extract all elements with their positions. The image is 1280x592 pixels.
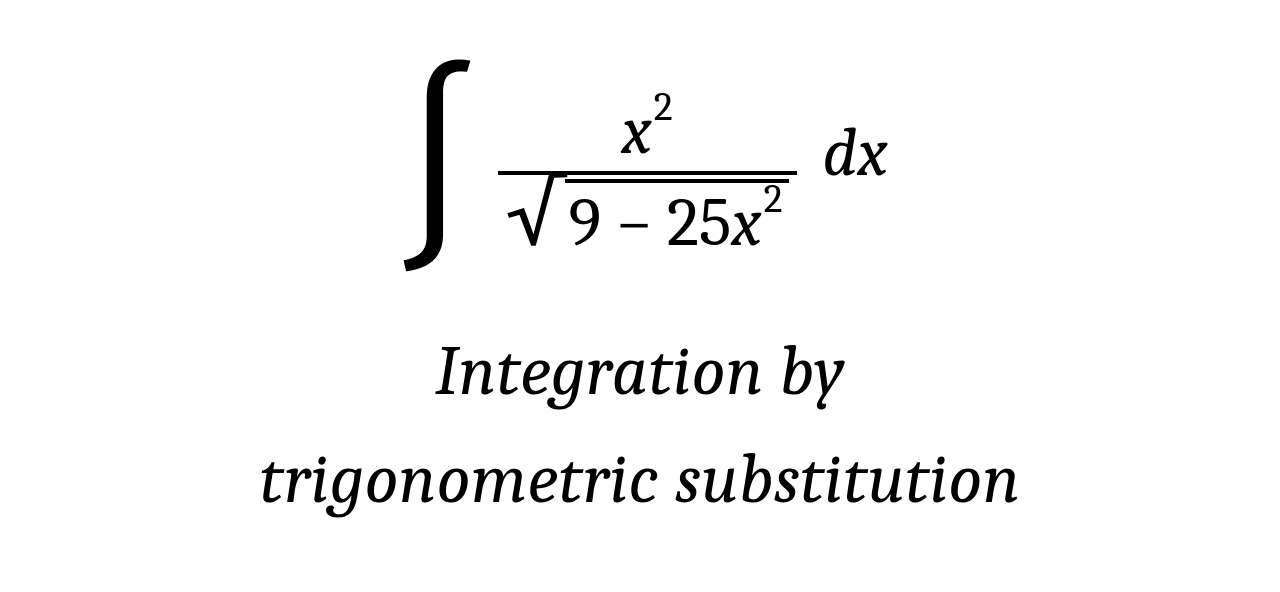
differential: dx — [823, 114, 888, 192]
radicand-const-a: 9 — [569, 186, 602, 261]
integral-sign-icon: ∫ — [392, 62, 481, 272]
radicand-exponent: 2 — [764, 177, 783, 221]
numerator-exponent: 2 — [654, 85, 673, 129]
radicand-const-b: 25 — [667, 186, 731, 261]
radicand-wrap: 9 − 25 x2 — [565, 171, 789, 263]
numerator-variable: x — [621, 94, 651, 169]
caption-line-1: Integration by — [260, 318, 1021, 427]
numerator: x2 — [613, 81, 680, 171]
denominator: √ 9 − 25 x2 — [498, 175, 797, 265]
caption-line-2: trigonometric substitution — [260, 426, 1021, 535]
square-root: √ 9 − 25 x2 — [506, 171, 789, 263]
radical-icon: √ — [506, 175, 565, 267]
radicand: 9 − 25 x2 — [565, 183, 789, 263]
integral-equation: ∫ x2 √ 9 − 25 x2 — [392, 68, 887, 278]
fraction: x2 √ 9 − 25 x2 — [498, 81, 797, 265]
radicand-variable: x — [731, 186, 761, 261]
caption: Integration by trigonometric substitutio… — [260, 318, 1021, 535]
page: ∫ x2 √ 9 − 25 x2 — [0, 0, 1280, 592]
radicand-operator: − — [601, 186, 667, 261]
